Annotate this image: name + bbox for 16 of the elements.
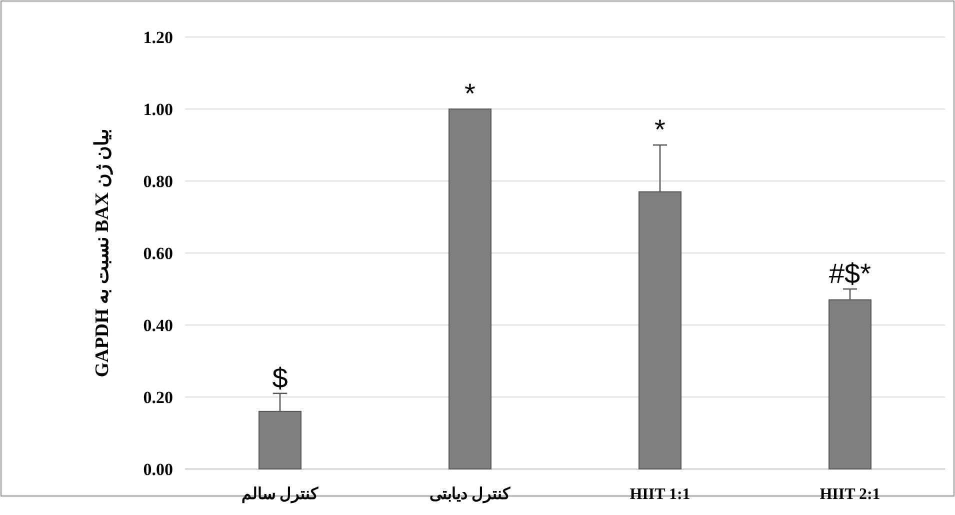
x-tick-label: HIIT 1:1 xyxy=(630,486,690,503)
annotation: #$* xyxy=(828,258,872,289)
y-tick-label: 0.00 xyxy=(143,460,173,479)
annotation: * xyxy=(464,78,476,109)
y-axis-title: بیان ژن BAX نسبت به GAPDH xyxy=(92,128,113,378)
x-tick-label: HIIT 2:1 xyxy=(820,486,880,503)
y-tick-label: 0.60 xyxy=(143,244,173,263)
x-tick-label: کنترل سالم xyxy=(242,486,318,504)
annotation: * xyxy=(654,114,666,145)
annotation: $ xyxy=(272,362,288,394)
y-tick-label: 0.80 xyxy=(143,172,173,191)
y-tick-label: 0.40 xyxy=(143,316,173,335)
y-tick-label: 0.20 xyxy=(143,388,173,407)
y-tick-label: 1.20 xyxy=(143,28,173,47)
x-tick-label: کنترل دیابتی xyxy=(430,486,510,504)
y-tick-label: 1.00 xyxy=(143,100,173,119)
